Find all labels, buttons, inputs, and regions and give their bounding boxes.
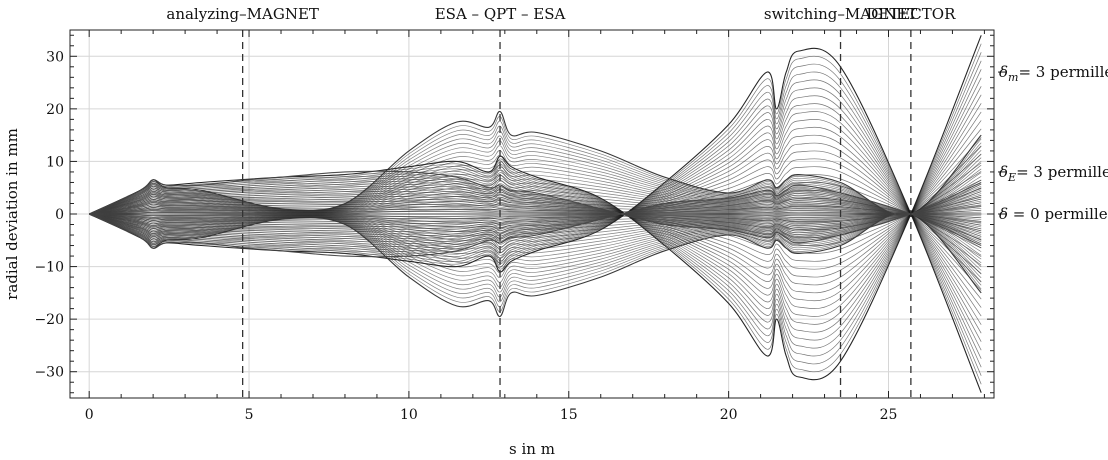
trajectory-bundle [88,170,982,258]
trajectory-ray [89,210,982,220]
trajectory-ray [89,94,982,325]
trajectory-ray [89,181,982,237]
trajectory-ray [89,212,982,312]
trajectory-ray [89,159,982,215]
x-tick-label: 10 [400,407,418,423]
trajectory-ray [89,212,982,298]
trajectory-ray [89,205,982,227]
trajectory-ray [89,191,982,230]
side-label: δ = 0 permille [999,205,1108,223]
trajectory-ray [89,169,982,215]
trajectory-ray [89,213,982,269]
trajectory-ray [89,196,982,227]
x-tick-label: 5 [245,407,254,423]
beamline-elements: analyzing–MAGNET ESA – QPT – ESA switching… [166,5,956,398]
element-label: analyzing–MAGNET [166,5,319,23]
trajectory-ray [89,189,982,250]
trajectory-ray [89,203,982,230]
y-tick-label: −10 [34,260,64,276]
trajectory-ray [88,47,982,393]
trajectory-ray [89,189,982,215]
trajectory-curves [88,35,982,393]
trajectory-ray [89,173,982,242]
trajectory-ray [89,211,982,217]
trajectory-ray [89,120,982,216]
y-tick-label: −20 [34,312,64,328]
y-tick-label: 10 [46,154,64,170]
trajectory-ray [89,193,982,245]
trajectory-ray [89,213,982,239]
trajectory-ray [89,208,982,222]
x-axis-title: s in m [509,440,555,458]
trajectory-ray [89,130,982,216]
element-label: ESA – QPT – ESA [435,5,566,23]
y-tick-label: −30 [34,365,64,381]
trajectory-ray [89,191,982,247]
side-label: δm= 3 permille [999,63,1108,84]
trajectory-ray [89,198,982,225]
axis-ticks: 0 5 10 15 20 25 −30 −20 −10 0 10 20 30 [34,30,994,423]
trajectory-ray [89,188,982,253]
trajectory-ray [89,206,982,225]
element-label: switching–MAGNET [764,5,917,23]
trajectory-ray [89,200,982,235]
trajectory-ray [89,201,982,232]
trajectory-ray [89,194,982,242]
x-tick-label: 15 [560,407,578,423]
x-tick-label: 0 [85,407,94,423]
trajectory-ray [89,103,982,334]
element-label: DETECTOR [866,5,956,23]
trajectory-ray [89,186,982,255]
trajectory-ray [89,175,982,240]
y-tick-label: 0 [55,207,64,223]
trajectory-ray [89,116,982,216]
trajectory-ray [89,183,982,235]
trajectory-ray [89,196,982,240]
trajectory-ray [89,203,982,215]
trajectory-ray [89,203,982,222]
trajectory-ray [89,213,982,259]
trajectory-ray [89,178,982,239]
trajectory-ray [89,212,982,273]
trajectory-ray [89,211,982,217]
trajectory-ray [89,198,982,237]
trajectory-ray [89,193,982,228]
trajectory-ray [89,208,982,218]
trajectory-ray [89,201,982,223]
trajectory-ray [88,35,982,381]
trajectory-ray [89,206,982,220]
trajectory-ray [89,166,982,266]
x-tick-label: 20 [720,407,738,423]
trajectory-ray [89,212,982,308]
x-tick-label: 25 [880,407,898,423]
trajectory-ray [88,170,982,244]
trajectory-ray [89,213,982,225]
y-axis-title: radial deviation in mm [3,128,21,300]
trajectory-ray [88,184,982,258]
y-tick-label: 30 [46,49,64,65]
side-labels: δm= 3 permille δE= 3 permille δ = 0 permil… [998,63,1108,223]
trajectory-ray [89,186,982,234]
side-label: δE= 3 permille [999,163,1108,184]
trajectory-ray [89,188,982,232]
trajectory-ray [89,155,982,216]
trajectory-ray [89,162,982,262]
y-tick-label: 20 [46,102,64,118]
